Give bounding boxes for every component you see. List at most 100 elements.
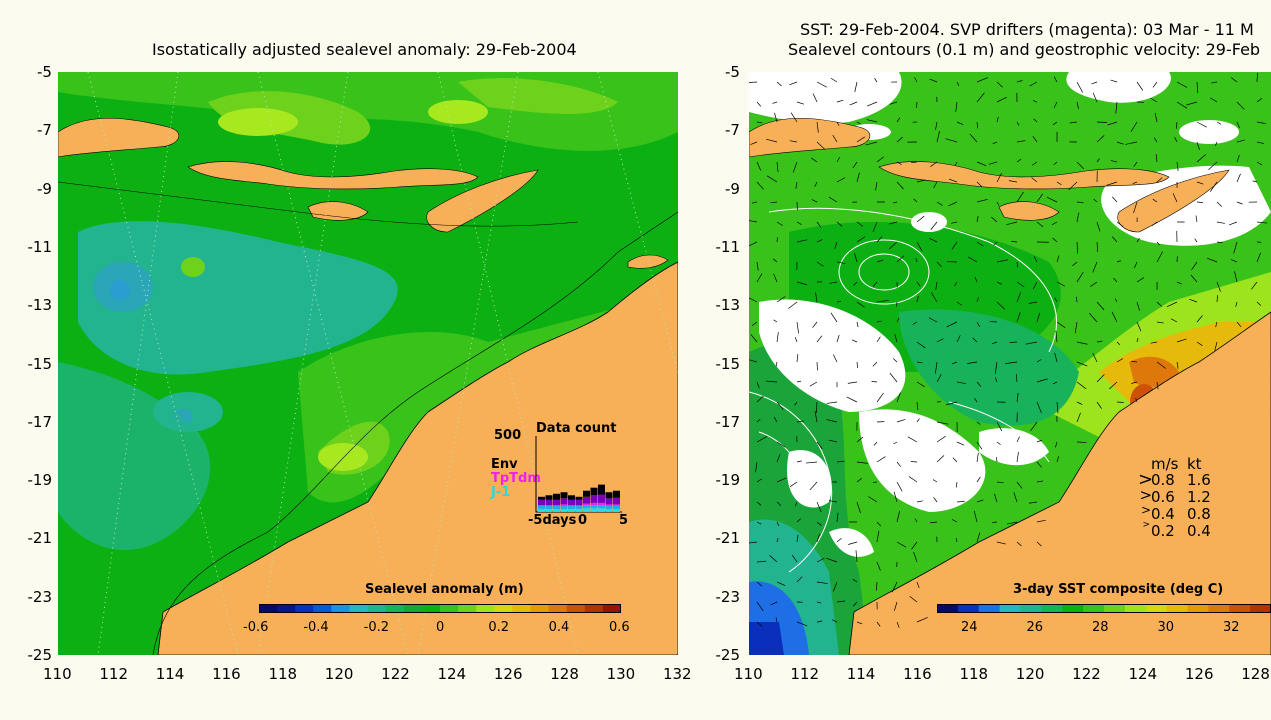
velocity-arrow xyxy=(936,338,944,343)
velocity-arrow xyxy=(1153,137,1158,143)
velocity-arrow xyxy=(856,436,864,443)
velocity-arrow xyxy=(830,77,838,83)
velocity-arrow xyxy=(1011,240,1018,243)
velocity-arrow xyxy=(856,478,862,483)
velocity-arrow xyxy=(893,201,898,204)
velocity-arrow xyxy=(812,321,818,328)
velocity-arrow xyxy=(1032,161,1038,166)
colorbar-swatch xyxy=(584,604,604,613)
velocity-arrow xyxy=(776,521,780,527)
velocity-arrow xyxy=(896,621,900,628)
velocity-arrow xyxy=(756,101,762,107)
data-count-bar xyxy=(545,505,553,506)
velocity-arrow xyxy=(1076,401,1083,405)
colorbar-swatch xyxy=(1145,604,1168,613)
velocity-arrow xyxy=(1016,261,1019,268)
velocity-arrow xyxy=(954,281,958,287)
data-count-bar xyxy=(605,505,613,509)
velocity-arrow xyxy=(928,317,938,323)
velocity-arrow xyxy=(876,156,884,163)
velocity-arrow xyxy=(1076,101,1079,110)
velocity-arrow xyxy=(876,336,881,343)
left-y-tick-label: -9 xyxy=(37,179,52,198)
velocity-arrow xyxy=(1055,441,1058,448)
colorbar-swatch xyxy=(440,604,459,613)
data-count-bar xyxy=(545,495,553,500)
velocity-arrow xyxy=(945,401,958,406)
data-count-bar xyxy=(553,508,560,512)
velocity-arrow xyxy=(1111,196,1118,203)
velocity-arrow xyxy=(865,141,878,146)
velocity-arrow xyxy=(1156,321,1164,324)
velocity-arrow xyxy=(856,121,861,125)
velocity-arrow xyxy=(1256,98,1263,103)
data-count-bar xyxy=(590,502,598,506)
velocity-arrow xyxy=(774,112,778,123)
data-count-bar xyxy=(538,508,545,512)
velocity-arrow xyxy=(996,301,1006,310)
right-y-tick-label: -13 xyxy=(715,296,741,315)
velocity-arrow xyxy=(1016,191,1024,203)
velocity-arrow xyxy=(913,551,918,563)
velocity-arrow xyxy=(795,181,798,189)
velocity-arrow xyxy=(1056,255,1060,263)
velocity-arrow xyxy=(826,557,838,563)
data-count-bar xyxy=(613,505,620,509)
velocity-legend-arrow-icon: > xyxy=(1141,503,1152,517)
left-x-tick-label: 112 xyxy=(99,665,128,683)
velocity-arrow xyxy=(776,296,786,303)
velocity-arrow xyxy=(876,521,881,527)
velocity-arrow xyxy=(1036,401,1042,413)
velocity-arrow xyxy=(836,600,846,603)
data-count-bar xyxy=(568,505,575,506)
velocity-arrow xyxy=(1236,154,1240,163)
velocity-arrow xyxy=(1256,301,1262,306)
velocity-arrow xyxy=(816,557,825,563)
velocity-arrow xyxy=(1172,193,1178,203)
velocity-arrow xyxy=(1076,161,1085,170)
velocity-arrow xyxy=(996,541,1006,545)
velocity-arrow xyxy=(856,361,858,368)
velocity-arrow xyxy=(776,441,786,448)
data-count-bar xyxy=(590,487,598,496)
velocity-arrow xyxy=(796,518,801,523)
velocity-arrow xyxy=(1036,359,1042,363)
velocity-arrow xyxy=(756,161,762,171)
left-x-tick-label: 114 xyxy=(155,665,185,683)
velocity-arrow xyxy=(916,179,926,183)
colorbar-swatch xyxy=(1250,604,1271,613)
velocity-arrow xyxy=(1156,241,1160,246)
velocity-arrow xyxy=(1036,439,1042,443)
colorbar-swatch xyxy=(295,604,314,613)
velocity-arrow xyxy=(856,301,865,308)
velocity-arrow xyxy=(876,621,881,627)
velocity-arrow xyxy=(974,276,978,283)
right-colorbar-tick: 32 xyxy=(1223,620,1240,635)
velocity-legend-ms: 0.8 xyxy=(1151,471,1175,489)
velocity-arrow xyxy=(856,221,864,227)
data-count-bar xyxy=(605,508,613,512)
data-count-bar xyxy=(560,504,568,506)
left-x-tick-label: 132 xyxy=(662,665,692,683)
velocity-arrow xyxy=(896,392,901,403)
velocity-arrow xyxy=(1156,301,1162,307)
velocity-arrow xyxy=(816,441,823,450)
velocity-arrow xyxy=(756,601,764,612)
right-y-tick-label: -19 xyxy=(715,471,741,490)
velocity-arrow xyxy=(946,321,958,328)
velocity-arrow xyxy=(1170,318,1178,323)
velocity-arrow xyxy=(896,317,900,323)
velocity-arrow xyxy=(828,196,838,203)
velocity-arrow xyxy=(836,334,840,343)
right-x-tick-label: 122 xyxy=(1072,665,1101,683)
velocity-arrow xyxy=(856,321,859,328)
velocity-arrow xyxy=(1091,81,1098,85)
data-count-max: 500 xyxy=(494,428,522,443)
data-count-bar xyxy=(553,505,560,509)
velocity-arrow xyxy=(1016,312,1021,323)
velocity-arrow xyxy=(1114,298,1118,303)
velocity-arrow xyxy=(896,481,903,492)
velocity-arrow xyxy=(952,457,958,463)
velocity-arrow xyxy=(836,157,840,163)
left-x-tick-label: 124 xyxy=(437,665,467,683)
